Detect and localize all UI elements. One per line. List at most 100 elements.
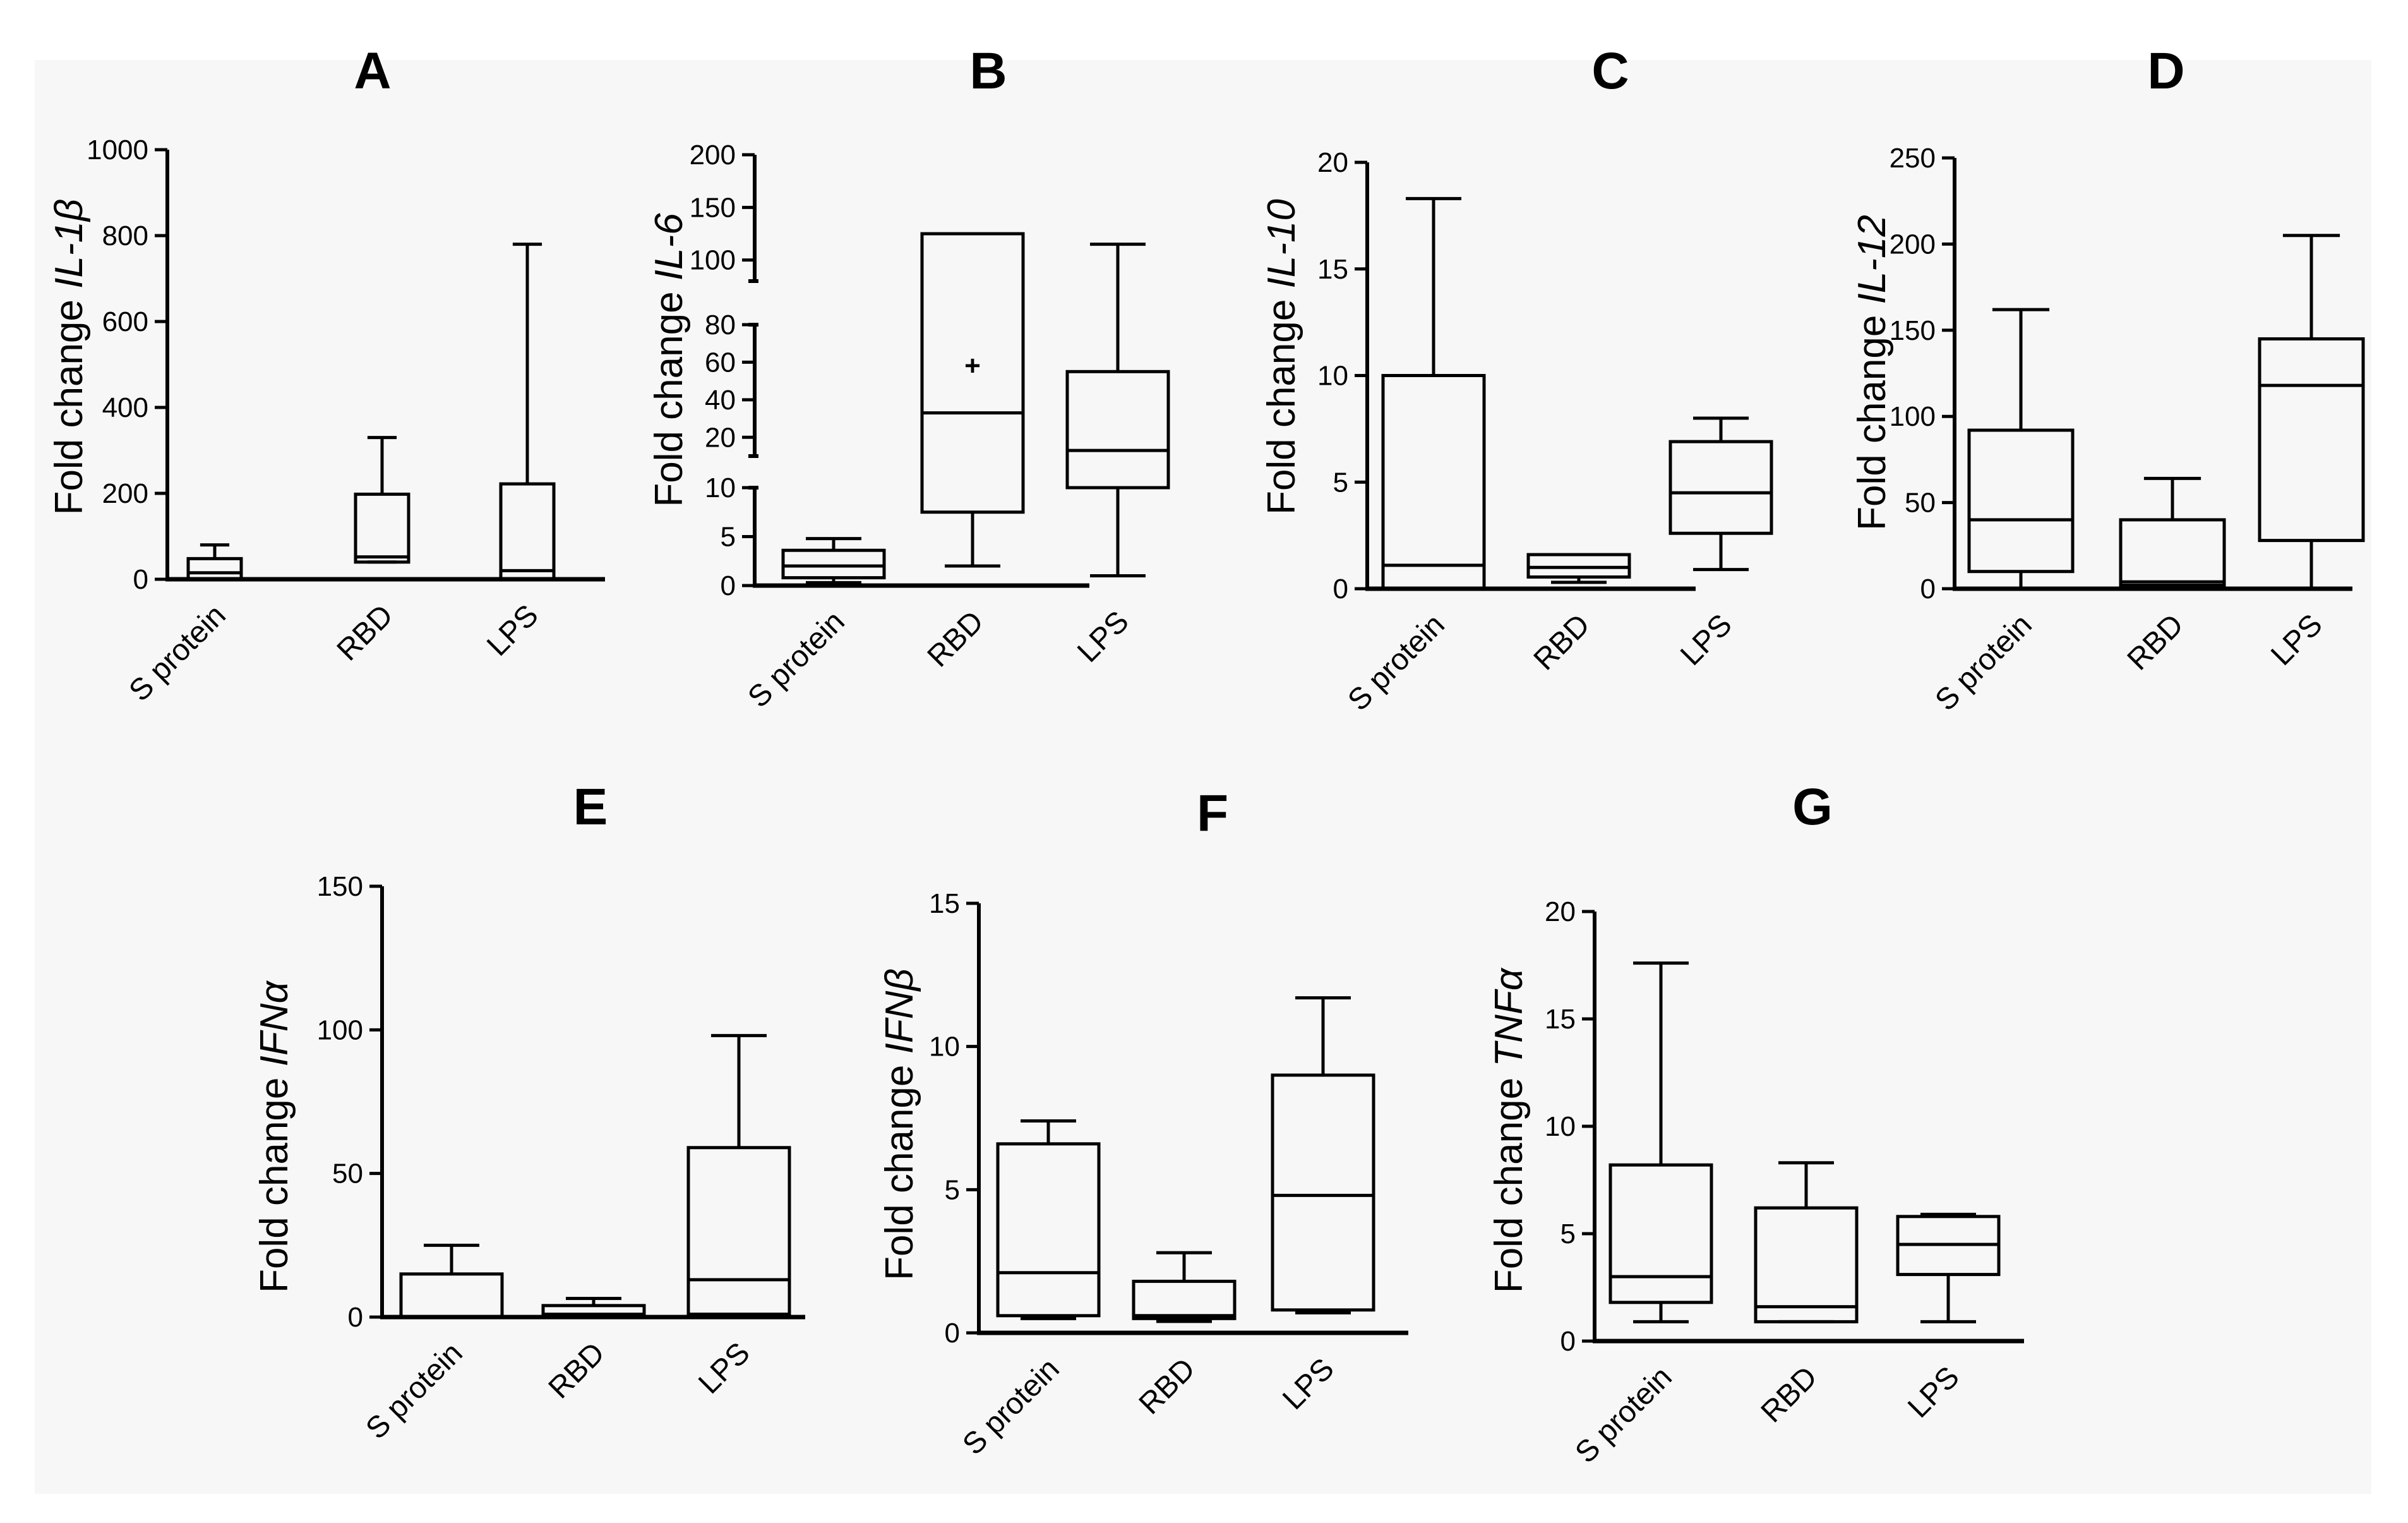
y-axis-title-prefix: Fold change [1487,1067,1531,1293]
y-tick-label: 0 [348,1302,363,1333]
y-axis-title-prefix: Fold change [878,1054,921,1280]
box-s-protein: S protein [1341,196,1486,718]
y-tick-label: 150 [690,192,736,223]
panel-letter: A [354,42,391,100]
x-category-label: RBD [1755,1360,1824,1429]
x-category-label: S protein [1341,608,1451,717]
box-rect [399,1272,504,1319]
box-lps: LPS [1896,1212,2001,1424]
panel-letter: F [1197,785,1228,842]
x-category-label: S protein [741,605,851,714]
x-category-label: S protein [956,1352,1065,1461]
y-axis-title-gene: IFNα [253,980,296,1067]
y-tick-label: 15 [1317,254,1348,285]
box-lps: LPS [1668,416,1773,672]
box-lps: LPS [1271,996,1375,1416]
y-axis-title-gene: IL-6 [647,213,691,280]
box-rbd: RBD [331,436,410,667]
y-tick-label: 5 [1333,467,1348,498]
y-tick-label: 0 [1333,574,1348,605]
y-tick-label: 100 [1890,401,1936,432]
y-tick-label: 400 [102,392,148,423]
box-rect [499,482,556,581]
y-tick-label: 1000 [87,135,148,166]
panel-letter: C [1591,42,1629,100]
y-tick-label: 5 [721,522,736,553]
y-tick-label: 40 [705,385,736,416]
y-tick-label: 0 [721,570,736,601]
y-axis-title: Fold change IL-6 [647,213,691,507]
y-axis-title: Fold change IL-10 [1260,199,1303,515]
x-category-label: LPS [1674,608,1739,672]
y-tick-label: 20 [705,422,736,453]
y-tick-label: 15 [1545,1004,1576,1035]
box-lps: LPS [686,1033,791,1400]
y-tick-label: 10 [705,473,736,503]
y-axis-title-gene: IL-12 [1850,215,1894,304]
y-tick-label: 10 [929,1032,960,1062]
y-axis-title: Fold change IL-1β [47,199,91,515]
y-tick-label: 150 [317,871,363,902]
y-tick-label: 50 [332,1159,363,1189]
box-rect [1668,440,1773,535]
x-category-label: RBD [1133,1352,1202,1421]
y-tick-label: 0 [1560,1326,1576,1357]
x-category-label: LPS [692,1336,757,1400]
x-category-label: LPS [1276,1352,1341,1416]
box-rect [920,232,1025,514]
y-tick-label: 80 [705,310,736,340]
panel-d: D Fold change IL-12 0 50 100 150 200 250 S prote… [1850,42,2365,718]
x-category-label: RBD [921,605,990,673]
y-axis-title: Fold change IL-12 [1850,215,1894,531]
y-axis-title-prefix: Fold change [253,1066,296,1292]
y-axis-title-prefix: Fold change [1850,304,1894,530]
y-axis-title-gene: IL-1β [47,199,91,289]
x-category-label: LPS [481,598,545,663]
x-category-label: RBD [2121,608,2190,677]
box-rbd: + RBD [920,232,1025,673]
box-rect [1381,374,1486,591]
y-tick-label: 100 [690,245,736,276]
y-tick-label: 10 [1545,1111,1576,1142]
box-rect [1967,428,2075,574]
panel-c: C Fold change IL-10 0 5 10 15 20 S protein RBD LP… [1260,42,1773,718]
y-axis-title-prefix: Fold change [1260,288,1303,514]
panel-letter: D [2147,42,2184,100]
y-tick-label: 250 [1890,143,1936,174]
x-category-label: S protein [123,598,232,707]
box-rect [354,492,410,564]
x-category-label: S protein [359,1336,469,1445]
box-rect [686,1146,791,1316]
box-rect [1754,1206,1859,1323]
y-axis-title: Fold change IFNα [253,980,296,1293]
box-rbd: RBD [541,1296,646,1405]
box-rect [1271,1073,1375,1312]
y-tick-label: 200 [690,140,736,171]
panel-letter: B [969,42,1007,100]
box-rect [1065,370,1170,490]
panel-e: E Fold change IFNα 0 50 100 150 S protein RBD LP… [253,778,805,1446]
y-tick-label: 5 [945,1174,960,1205]
box-rect [1132,1279,1237,1320]
box-s-protein: S protein [1569,961,1713,1470]
x-category-label: S protein [1569,1360,1678,1469]
y-axis-title: Fold change IFNβ [878,968,921,1280]
panel-letter: G [1792,778,1833,836]
panel-a: A Fold change IL-1β 0 200 400 600 800 1000 S pro… [47,42,605,708]
box-rect [996,1142,1101,1318]
y-tick-label: 100 [317,1014,363,1045]
y-axis-title: Fold change TNFα [1487,967,1531,1293]
y-tick-label: 15 [929,888,960,919]
y-tick-label: 600 [102,306,148,337]
x-category-label: S protein [1929,608,2038,717]
y-tick-label: 150 [1890,315,1936,346]
y-axis-title-gene: IL-10 [1260,199,1303,288]
y-axis-title-gene: TNFα [1487,967,1531,1067]
y-tick-label: 5 [1560,1219,1576,1249]
mean-marker: + [964,350,981,381]
x-category-label: LPS [1071,605,1135,669]
y-tick-label: 20 [1545,896,1576,927]
box-rbd: RBD [1132,1251,1237,1421]
y-tick-label: 800 [102,220,148,251]
y-tick-label: 200 [102,478,148,509]
